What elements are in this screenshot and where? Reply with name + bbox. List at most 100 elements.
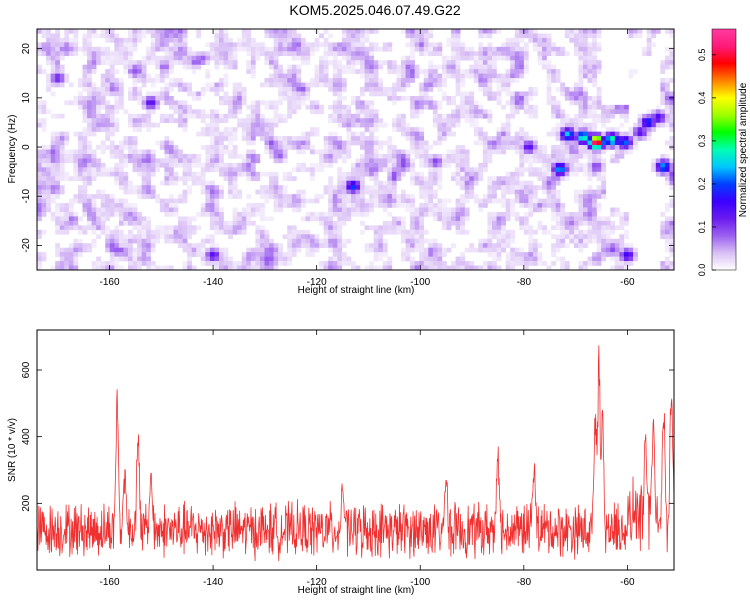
- spectrogram-cell: [410, 256, 415, 262]
- spectrogram-cell: [296, 87, 302, 92]
- spectrogram-cell: [669, 109, 675, 115]
- spectrogram-cell: [164, 46, 170, 52]
- spectrogram-cell: [300, 87, 306, 92]
- spectrogram-cell: [73, 100, 79, 106]
- spectrogram-cell: [128, 265, 133, 271]
- spectrogram-cell: [328, 149, 334, 155]
- spectrogram-cell: [669, 265, 675, 271]
- spectrogram-cell: [478, 78, 484, 83]
- spectrogram-cell: [300, 95, 306, 101]
- spectrogram-cell: [168, 265, 174, 271]
- spectrogram-cell: [410, 238, 415, 244]
- spectrogram-cell: [360, 180, 365, 186]
- spectrogram-cell: [587, 162, 593, 168]
- spectrogram-cell: [519, 131, 525, 137]
- spectrogram-cell: [492, 229, 497, 235]
- spectrogram-cell: [114, 153, 120, 159]
- spectrogram-cell: [355, 131, 361, 137]
- spectrogram-cell: [664, 180, 670, 186]
- spectrogram-cell: [105, 167, 111, 173]
- spectrogram-cell: [55, 261, 61, 266]
- spectrogram-cell: [305, 216, 311, 222]
- spectrogram-cell: [505, 189, 511, 195]
- spectrogram-cell: [100, 265, 106, 271]
- spectrogram-cell: [587, 158, 593, 164]
- spectrogram-cell: [528, 153, 534, 159]
- spectrogram-cell: [241, 252, 247, 257]
- spectrogram-cell: [564, 153, 570, 159]
- spectrogram-cell: [646, 136, 652, 141]
- spectrogram-cell: [428, 265, 434, 271]
- spectrogram-cell: [496, 247, 502, 253]
- spectrogram-cell: [68, 198, 74, 204]
- spectrogram-cell: [187, 189, 192, 195]
- spectrogram-cell: [146, 216, 152, 222]
- spectrogram-cell: [41, 229, 47, 235]
- spectrogram-cell: [373, 234, 379, 240]
- spectrogram-cell: [96, 127, 101, 132]
- spectrogram-cell: [428, 176, 434, 182]
- spectrogram-cell: [187, 64, 192, 70]
- spectrogram-cell: [369, 78, 374, 83]
- spectrogram-cell: [441, 261, 447, 266]
- spectrogram-cell: [150, 189, 156, 195]
- spectrogram-cell: [405, 247, 411, 253]
- spectrogram-cell: [73, 171, 79, 177]
- spectrogram-cell: [259, 265, 265, 271]
- spectrogram-cell: [214, 167, 220, 173]
- spectrogram-cell: [428, 252, 434, 257]
- spectrogram-cell: [314, 37, 320, 43]
- spectrogram-cell: [91, 131, 97, 137]
- spectrogram-cell: [496, 91, 502, 97]
- spectrogram-cell: [414, 220, 420, 226]
- spectrogram-cell: [228, 256, 233, 262]
- spectrogram-cell: [633, 122, 638, 128]
- spectrogram-cell: [355, 194, 361, 199]
- spectrogram-cell: [669, 171, 675, 177]
- spectrogram-cell: [246, 265, 252, 271]
- spectrogram-cell: [273, 73, 279, 79]
- spectrogram-cell: [323, 60, 329, 65]
- spectrogram-cell: [291, 51, 297, 57]
- spectrogram-cell: [487, 225, 493, 231]
- spectrogram-cell: [278, 91, 283, 97]
- spectrogram-cell: [55, 211, 61, 217]
- spectrogram-cell: [419, 203, 425, 208]
- spectrogram-cell: [159, 87, 165, 92]
- spectrogram-cell: [164, 51, 170, 57]
- spectrogram-cell: [191, 252, 197, 257]
- spectrogram-cell: [364, 149, 370, 155]
- spectrogram-cell: [173, 158, 179, 164]
- spectrogram-cell: [328, 180, 334, 186]
- spectrogram-cell: [87, 55, 92, 61]
- spectrogram-cell: [255, 104, 261, 110]
- spectrogram-cell: [282, 198, 288, 204]
- spectrogram-cell: [55, 73, 61, 79]
- spectrogram-cell: [209, 167, 215, 173]
- spectrogram-cell: [542, 198, 547, 204]
- spectrogram-cell: [68, 37, 74, 43]
- spectrogram-cell: [100, 167, 106, 173]
- spectrogram-cell: [487, 247, 493, 253]
- spectrogram-cell: [91, 158, 97, 164]
- spectrogram-cell: [441, 225, 447, 231]
- spectrogram-frame: [36, 28, 675, 271]
- spectrogram-cell: [319, 109, 324, 115]
- spectrogram-cell: [200, 207, 206, 213]
- spectrogram-cell: [551, 203, 556, 208]
- spectrogram-cell: [460, 69, 465, 74]
- spectrogram-cell: [537, 261, 543, 266]
- spectrogram-cell: [141, 243, 147, 248]
- spectrogram-cell: [73, 198, 79, 204]
- spectrogram-cell: [132, 46, 138, 52]
- spectrogram-cell: [573, 136, 579, 141]
- spectrogram-cell: [660, 109, 666, 115]
- spectrogram-cell: [37, 46, 42, 52]
- spectrogram-cell: [228, 64, 233, 70]
- spectrogram-cell: [59, 247, 65, 253]
- spectrogram-cell: [137, 149, 142, 155]
- spectrogram-cell: [164, 100, 170, 106]
- spectrogram-cell: [423, 265, 429, 271]
- spectrogram-cell: [487, 149, 493, 155]
- spectrogram-cell: [596, 176, 602, 182]
